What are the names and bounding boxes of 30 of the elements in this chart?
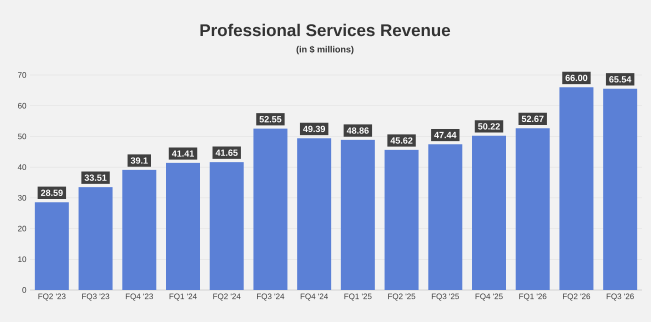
data-label: 49.39 bbox=[303, 126, 326, 132]
bar bbox=[297, 138, 332, 290]
data-label: 48.86 bbox=[346, 127, 369, 134]
bar bbox=[603, 88, 638, 290]
bar bbox=[122, 170, 156, 290]
data-label: 41.41 bbox=[172, 150, 194, 157]
data-label: 28.59 bbox=[40, 190, 63, 196]
data-label: 33.51 bbox=[84, 174, 107, 181]
chart-subtitle: (in $ millions) bbox=[296, 46, 354, 54]
bar bbox=[472, 136, 506, 290]
bar bbox=[166, 162, 200, 290]
data-label: 47.44 bbox=[434, 132, 456, 138]
bar bbox=[253, 128, 288, 290]
chart-title: Professional Services Revenue bbox=[200, 24, 450, 36]
bar bbox=[384, 150, 419, 290]
data-label: 45.62 bbox=[390, 137, 412, 144]
data-label: 65.54 bbox=[609, 76, 632, 83]
data-label: 41.65 bbox=[216, 150, 238, 156]
bar bbox=[34, 202, 69, 290]
bar bbox=[340, 140, 375, 290]
bar bbox=[210, 162, 244, 290]
bar bbox=[78, 187, 113, 290]
bar bbox=[559, 87, 594, 290]
bar bbox=[516, 128, 550, 290]
data-label: 52.67 bbox=[522, 116, 544, 122]
data-label: 39.1 bbox=[130, 157, 148, 164]
data-label: 50.22 bbox=[478, 123, 500, 130]
data-label: 66.00 bbox=[566, 74, 588, 82]
bar bbox=[428, 144, 462, 290]
data-label: 52.55 bbox=[259, 116, 282, 122]
